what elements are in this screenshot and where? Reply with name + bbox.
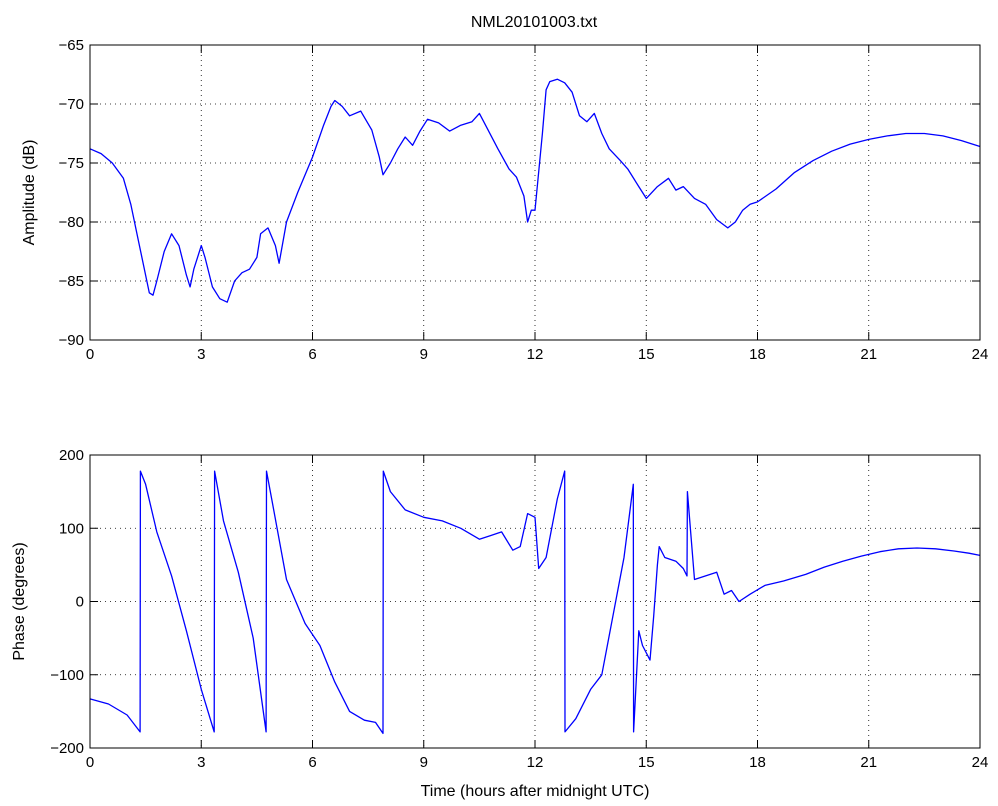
amplitude-grid	[90, 45, 980, 340]
amplitude-xtick-label: 3	[197, 346, 205, 363]
amplitude-ylabel: Amplitude (dB)	[21, 140, 38, 246]
phase-ytick-label: 0	[76, 594, 84, 611]
phase-ticks: 0 3 6 9 12 15 18 21 24 −200 −100 0 100 200	[50, 447, 988, 771]
phase-series-line	[89, 470, 981, 735]
phase-xlabel: Time (hours after midnight UTC)	[421, 783, 650, 800]
amplitude-xtick-label: 21	[860, 346, 877, 363]
amplitude-xtick-label: 15	[638, 346, 655, 363]
phase-ytick-label: −100	[50, 667, 84, 684]
phase-xtick-label: 0	[86, 754, 94, 771]
chart-title: NML20101003.txt	[471, 14, 598, 31]
amplitude-xtick-label: 0	[86, 346, 94, 363]
phase-ytick-label: 100	[59, 520, 84, 537]
phase-xtick-label: 15	[638, 754, 655, 771]
phase-ylabel: Phase (degrees)	[11, 542, 28, 660]
phase-xtick-label: 18	[749, 754, 766, 771]
phase-xtick-label: 3	[197, 754, 205, 771]
amplitude-ytick-label: −90	[59, 332, 84, 349]
phase-xtick-label: 24	[972, 754, 989, 771]
phase-xtick-label: 9	[420, 754, 428, 771]
amplitude-ytick-label: −70	[59, 96, 84, 113]
amplitude-ytick-label: −85	[59, 273, 84, 290]
phase-plot: 0 3 6 9 12 15 18 21 24 −200 −100 0 100 200 Phase (deg…	[11, 447, 988, 800]
amplitude-xtick-label: 24	[972, 346, 989, 363]
phase-ytick-label: 200	[59, 447, 84, 464]
phase-grid	[90, 455, 980, 748]
amplitude-series-line	[89, 78, 981, 303]
amplitude-ytick-label: −65	[59, 37, 84, 54]
amplitude-xtick-label: 12	[527, 346, 544, 363]
amplitude-xtick-label: 6	[308, 346, 316, 363]
amplitude-ytick-label: −80	[59, 214, 84, 231]
amplitude-xtick-label: 9	[420, 346, 428, 363]
amplitude-plot: 0 3 6 9 12 15 18 21 24 −90 −85 −80 −75 −70 −65 Amplitu…	[21, 37, 988, 363]
phase-ytick-label: −200	[50, 740, 84, 757]
amplitude-xtick-label: 18	[749, 346, 766, 363]
phase-xtick-label: 6	[308, 754, 316, 771]
amplitude-ticks: 0 3 6 9 12 15 18 21 24 −90 −85 −80 −75 −70 −65	[59, 37, 989, 363]
phase-xtick-label: 12	[527, 754, 544, 771]
phase-xtick-label: 21	[860, 754, 877, 771]
amplitude-ytick-label: −75	[59, 155, 84, 172]
